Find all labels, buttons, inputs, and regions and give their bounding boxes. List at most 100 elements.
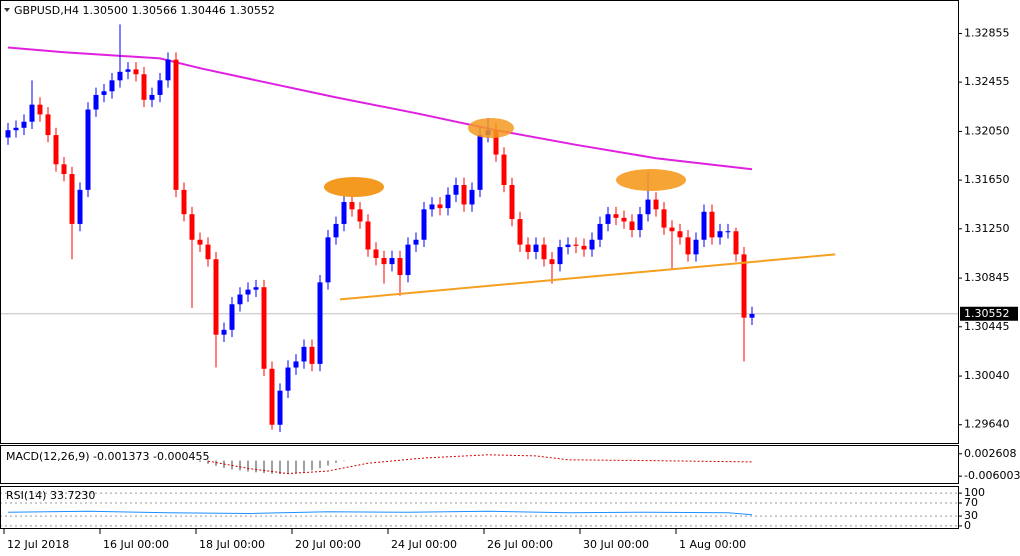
- macd-label: MACD(12,26,9) -0.001373 -0.000455: [6, 450, 209, 463]
- candle-body: [285, 367, 291, 391]
- candle-body: [493, 130, 499, 155]
- candle-body: [317, 282, 323, 364]
- rsi-line: [7, 510, 753, 516]
- shoulder-marker: [324, 177, 384, 197]
- y-tick-label: 1.32855: [964, 26, 1010, 39]
- candle-body: [253, 287, 259, 290]
- candle-body: [405, 244, 411, 276]
- candle-body: [517, 219, 523, 245]
- candle-body: [373, 249, 379, 259]
- candle-body: [437, 204, 443, 209]
- candle-body: [653, 199, 659, 210]
- candle-body: [421, 209, 427, 240]
- candle-body: [189, 214, 195, 240]
- candle-body: [389, 258, 395, 265]
- candle-body: [293, 361, 299, 368]
- candle-body: [429, 204, 435, 210]
- x-tick-label: 26 Jul 00:00: [487, 538, 553, 551]
- candle-body: [397, 258, 403, 276]
- candle-body: [365, 221, 371, 250]
- y-tick-label: 1.32455: [964, 75, 1010, 88]
- candle-body: [589, 239, 595, 250]
- rsi-frame: [0, 486, 959, 529]
- candle-body: [605, 214, 611, 224]
- candle-body: [629, 221, 635, 231]
- candle-body: [245, 289, 251, 295]
- candle-body: [117, 71, 123, 81]
- candle-body: [157, 80, 163, 95]
- macd-signal: [207, 454, 753, 475]
- y-tick-label: 1.30040: [964, 369, 1010, 382]
- candle-body: [349, 202, 355, 210]
- plots: [0, 24, 958, 527]
- y-tick-label: 1.29640: [964, 418, 1010, 431]
- candle-body: [693, 239, 699, 255]
- candle-body: [205, 244, 211, 260]
- candle-body: [357, 209, 363, 222]
- candle-body: [141, 74, 147, 100]
- x-tick-label: 1 Aug 00:00: [679, 538, 746, 551]
- candle-body: [333, 223, 339, 238]
- moving-average: [7, 46, 753, 171]
- candle-body: [677, 231, 683, 238]
- macd-frame: [0, 445, 959, 484]
- candle-body: [709, 211, 715, 238]
- candle-body: [221, 329, 227, 335]
- candle-body: [269, 368, 275, 425]
- candle-body: [5, 130, 11, 138]
- candle-body: [213, 259, 219, 335]
- candle-body: [661, 209, 667, 228]
- candle-body: [381, 258, 387, 265]
- candle-body: [77, 189, 83, 224]
- y-tick-label: 1.31250: [964, 222, 1010, 235]
- candle-body: [461, 184, 467, 205]
- main-frame: [0, 0, 959, 444]
- x-tick-label: 20 Jul 00:00: [295, 538, 361, 551]
- y-tick-label: 0.002608: [964, 447, 1017, 460]
- candle-body: [581, 245, 587, 250]
- candle-body: [277, 390, 283, 425]
- candle-body: [61, 164, 67, 175]
- candle-body: [669, 227, 675, 232]
- candle-body: [701, 211, 707, 240]
- candle-body: [29, 104, 35, 122]
- candle-body: [501, 154, 507, 185]
- candle-body: [93, 94, 99, 110]
- y-tick-label: 70: [964, 496, 978, 509]
- candle-body: [717, 231, 723, 238]
- candle-body: [69, 174, 75, 224]
- neckline: [339, 253, 836, 301]
- menu-icon: [4, 8, 10, 12]
- candle-body: [45, 114, 51, 136]
- rsi-label: RSI(14) 33.7230: [6, 489, 95, 502]
- candle-body: [469, 189, 475, 205]
- candle-body: [445, 194, 451, 209]
- y-tick-label: 30: [964, 509, 978, 522]
- candle-body: [597, 223, 603, 240]
- y-tick-label: 0: [964, 519, 971, 532]
- candle-body: [181, 189, 187, 215]
- candle-body: [261, 287, 267, 369]
- candle-body: [453, 184, 459, 195]
- candle-body: [645, 199, 651, 215]
- y-tick-label: 100: [964, 486, 985, 499]
- x-tick-label: 24 Jul 00:00: [391, 538, 457, 551]
- candle-body: [309, 346, 315, 364]
- x-tick-label: 16 Jul 00:00: [103, 538, 169, 551]
- candle-body: [13, 127, 19, 131]
- candle-body: [733, 231, 739, 255]
- candle-body: [685, 237, 691, 255]
- candle-body: [149, 94, 155, 100]
- y-tick-label: 1.31650: [964, 173, 1010, 186]
- candle-body: [237, 294, 243, 305]
- candle-body: [525, 244, 531, 252]
- candle-body: [325, 237, 331, 283]
- candle-body: [749, 313, 755, 318]
- shoulder-marker: [616, 169, 686, 191]
- y-tick-label: 1.30445: [964, 320, 1010, 333]
- candle-body: [565, 244, 571, 248]
- x-tick-label: 18 Jul 00:00: [199, 538, 265, 551]
- candle-body: [85, 109, 91, 190]
